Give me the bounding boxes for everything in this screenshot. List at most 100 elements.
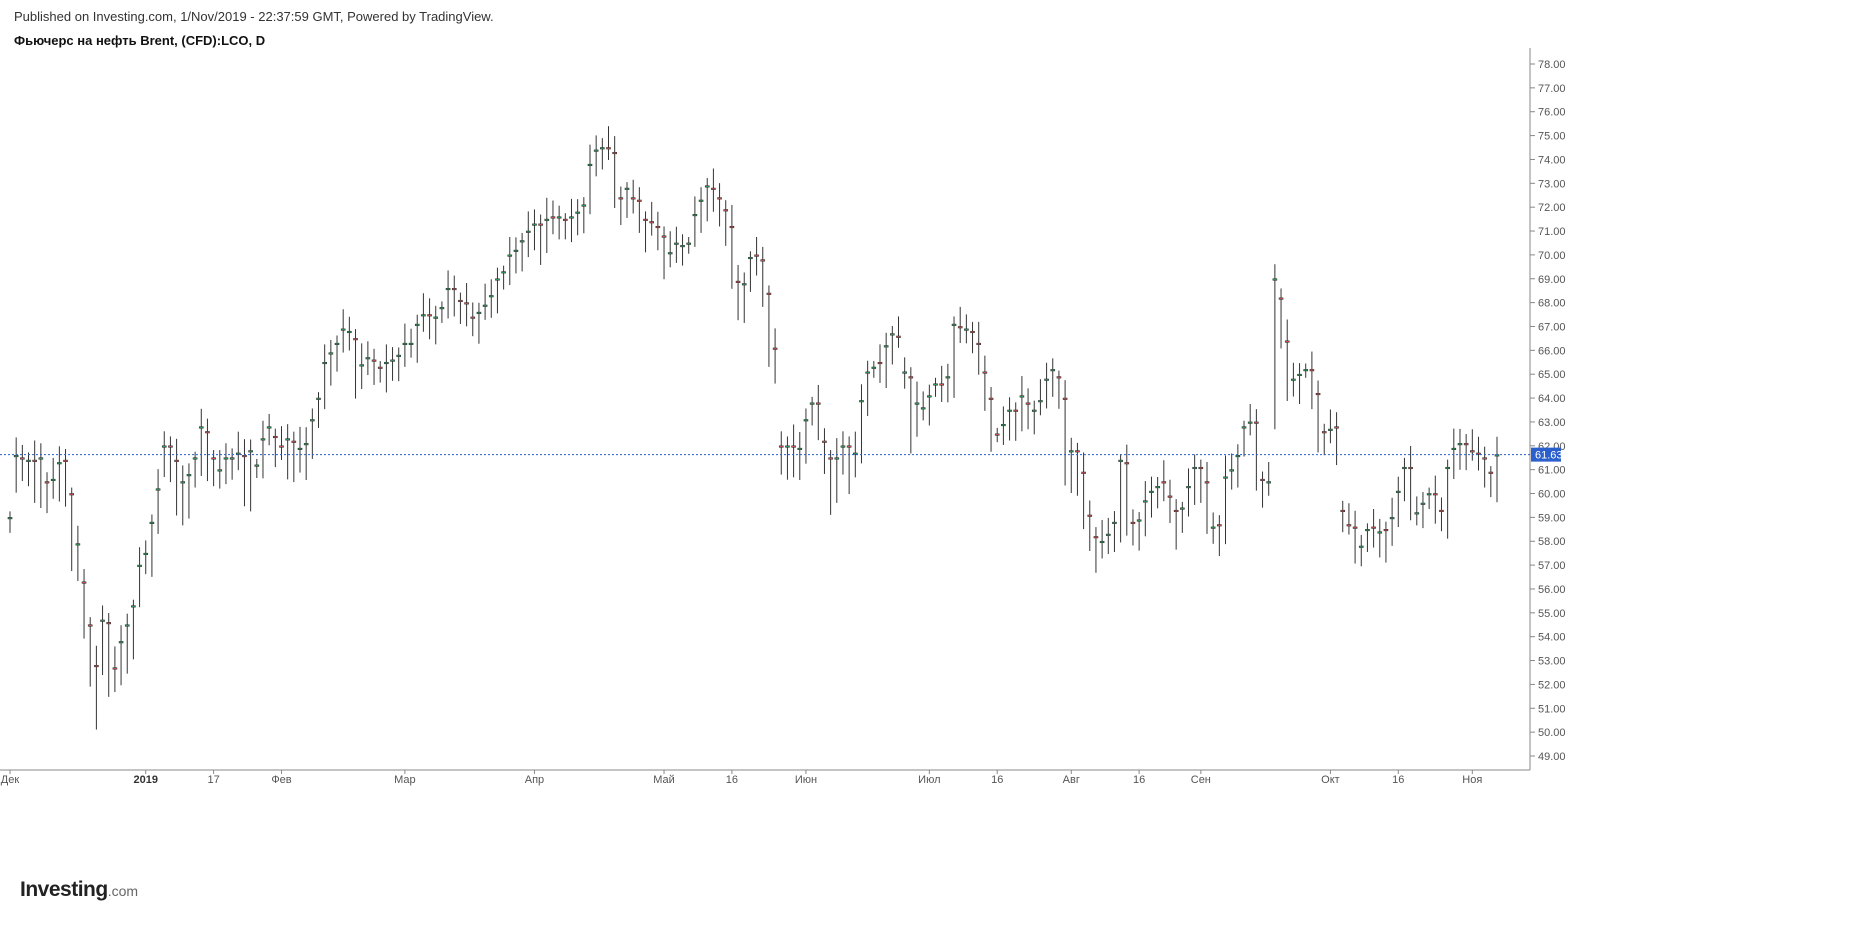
candle-body-up — [507, 254, 513, 257]
candle-body-up — [402, 342, 408, 345]
candle — [525, 211, 531, 258]
candle — [1105, 517, 1111, 555]
candle-body-up — [7, 517, 13, 520]
chart-axes: 49.00 50.00 51.00 52.00 53.00 54.00 55.00 56.00… — [0, 48, 1566, 786]
candle — [612, 136, 617, 209]
candle — [26, 452, 31, 487]
candle-body-up — [198, 426, 204, 429]
candle — [661, 226, 667, 280]
candle — [927, 384, 932, 426]
candle — [198, 408, 204, 476]
candle — [94, 645, 99, 730]
candle — [1457, 428, 1463, 470]
candle — [1340, 500, 1346, 533]
candle-body-up — [488, 295, 494, 298]
x-tick-label: Июн — [795, 774, 817, 786]
candle-body-up — [525, 230, 531, 233]
candle-body-up — [396, 354, 402, 357]
candle — [507, 237, 513, 286]
candle-body-up — [544, 218, 550, 221]
candle-body-up — [433, 316, 439, 319]
candle — [883, 332, 889, 389]
candle — [414, 314, 420, 363]
candle — [235, 431, 241, 471]
candle-body-up — [890, 333, 895, 336]
candle-body-up — [1112, 521, 1117, 524]
y-tick-label: 64.00 — [1538, 393, 1566, 405]
candle-body-up — [1143, 500, 1148, 503]
candle-body-down — [168, 445, 173, 448]
candle-body-down — [458, 299, 463, 303]
candle — [137, 547, 142, 608]
candle — [180, 465, 186, 526]
candle-body-down — [1130, 521, 1136, 524]
x-tick-label: Окт — [1321, 774, 1340, 786]
candle-body-down — [1062, 397, 1068, 400]
candle-body-down — [711, 187, 716, 190]
candle-body-up — [1358, 545, 1364, 548]
candle — [501, 265, 506, 290]
candle-body-up — [75, 543, 81, 546]
candle — [803, 408, 809, 464]
candle — [791, 424, 796, 478]
candle-body-down — [791, 445, 796, 448]
candle-body-down — [1371, 526, 1376, 529]
candle — [1087, 500, 1093, 551]
candle — [1075, 442, 1080, 496]
y-tick-label: 59.00 — [1538, 512, 1566, 524]
candle-body-up — [476, 311, 482, 314]
candle-body-down — [723, 209, 729, 212]
candle — [1346, 503, 1352, 535]
candle — [1266, 461, 1272, 496]
candle — [174, 438, 179, 516]
logo-suffix: .com — [107, 883, 139, 899]
candle-body-up — [421, 314, 426, 317]
candle — [316, 392, 321, 428]
candle — [223, 443, 229, 485]
candle — [1093, 527, 1099, 573]
y-tick-label: 76.00 — [1538, 107, 1566, 119]
candle — [1260, 471, 1265, 508]
candle-body-up — [161, 445, 167, 448]
candle-body-down — [1081, 471, 1086, 474]
candle — [532, 209, 537, 251]
candle-body-down — [106, 622, 112, 625]
candle-body-up — [26, 459, 31, 462]
candle — [772, 328, 778, 384]
candle — [1247, 404, 1253, 436]
candle-body-down — [982, 371, 988, 374]
x-tick-label: 16 — [1392, 774, 1404, 786]
candle-body-up — [1328, 428, 1333, 431]
candle — [143, 540, 149, 575]
candle-body-down — [970, 330, 975, 334]
candle — [1007, 397, 1012, 441]
candle — [1044, 362, 1049, 409]
candle-body-down — [538, 223, 543, 226]
candle-body-down — [661, 235, 667, 238]
candle-body-up — [853, 452, 858, 455]
candle — [1186, 468, 1191, 517]
candle — [347, 316, 352, 351]
candle-body-down — [273, 435, 278, 439]
candle-body-up — [581, 204, 587, 207]
candle — [1173, 499, 1179, 550]
candle — [556, 205, 562, 240]
candle-body-up — [803, 419, 809, 422]
y-tick-label: 66.00 — [1538, 345, 1566, 357]
candle — [550, 200, 556, 235]
candle-body-up — [310, 419, 315, 422]
candle — [451, 275, 457, 317]
candle-body-up — [229, 457, 235, 460]
candle-body-down — [205, 431, 210, 434]
candle-body-down — [1408, 466, 1413, 470]
candle-body-up — [1180, 507, 1185, 510]
candle — [920, 391, 926, 421]
candle — [359, 343, 364, 390]
candle — [273, 428, 278, 468]
candle — [939, 365, 944, 402]
candle — [1463, 434, 1469, 471]
y-tick-label: 54.00 — [1538, 632, 1566, 644]
candle — [192, 451, 198, 488]
candle-body-down — [735, 280, 741, 283]
